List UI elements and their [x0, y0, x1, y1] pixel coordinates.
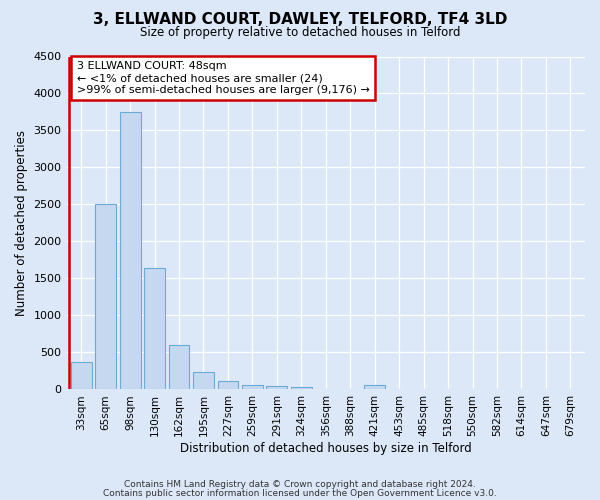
Bar — [193, 372, 214, 390]
X-axis label: Distribution of detached houses by size in Telford: Distribution of detached houses by size … — [180, 442, 472, 455]
Text: 3 ELLWAND COURT: 48sqm
← <1% of detached houses are smaller (24)
>99% of semi-de: 3 ELLWAND COURT: 48sqm ← <1% of detached… — [77, 62, 370, 94]
Bar — [291, 387, 312, 390]
Bar — [218, 382, 238, 390]
Text: Contains public sector information licensed under the Open Government Licence v3: Contains public sector information licen… — [103, 489, 497, 498]
Bar — [95, 204, 116, 390]
Text: Size of property relative to detached houses in Telford: Size of property relative to detached ho… — [140, 26, 460, 39]
Bar — [144, 268, 165, 390]
Y-axis label: Number of detached properties: Number of detached properties — [15, 130, 28, 316]
Text: Contains HM Land Registry data © Crown copyright and database right 2024.: Contains HM Land Registry data © Crown c… — [124, 480, 476, 489]
Bar — [242, 384, 263, 390]
Bar — [266, 386, 287, 390]
Bar — [364, 384, 385, 390]
Bar — [169, 345, 190, 390]
Bar — [71, 362, 92, 390]
Bar — [120, 112, 140, 390]
Text: 3, ELLWAND COURT, DAWLEY, TELFORD, TF4 3LD: 3, ELLWAND COURT, DAWLEY, TELFORD, TF4 3… — [93, 12, 507, 28]
